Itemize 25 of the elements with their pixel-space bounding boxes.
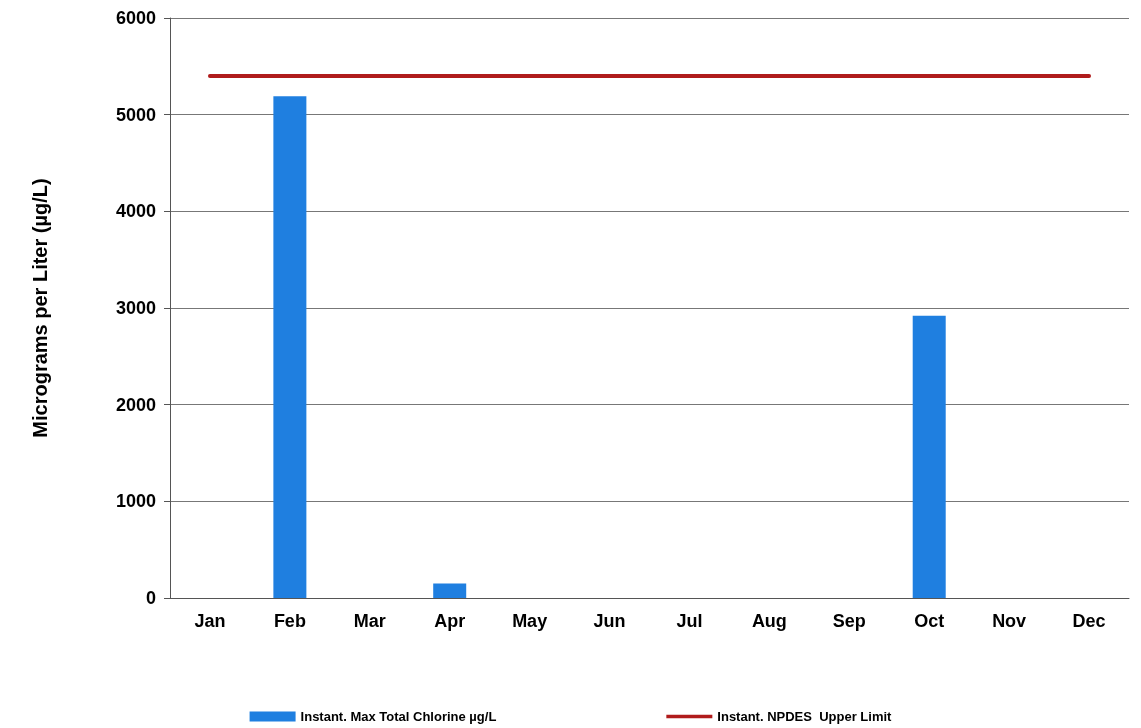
bar [273,96,307,598]
x-tick-label: Apr [434,611,466,631]
x-tick-label: Jan [194,611,226,631]
x-tick-label: Feb [273,611,306,631]
x-tick-label: May [512,611,548,631]
x-tick-label: Nov [992,611,1027,631]
x-tick-label: Sep [832,611,866,631]
x-tick-label: Mar [353,611,386,631]
y-axis-title: Micrograms per Liter (µg/L) [29,178,51,438]
bar [912,315,946,598]
x-tick-label: Jul [676,611,703,631]
y-tick-label: 3000 [115,298,156,318]
y-tick-label: 6000 [115,8,156,28]
y-tick-label: 0 [145,588,156,608]
x-tick-label: Dec [1072,611,1106,631]
x-tick-label: Aug [751,611,787,631]
legend-label: Instant. NPDES Upper Limit [717,709,893,724]
x-tick-label: Jun [593,611,626,631]
legend-label: Instant. Max Total Chlorine µg/L [300,709,497,724]
y-tick-label: 5000 [115,104,156,125]
x-tick-label: Oct [914,611,945,631]
y-tick-label: 1000 [115,491,156,512]
y-tick-label: 2000 [115,394,156,415]
y-tick-label: 4000 [115,201,156,222]
bar [433,583,467,598]
